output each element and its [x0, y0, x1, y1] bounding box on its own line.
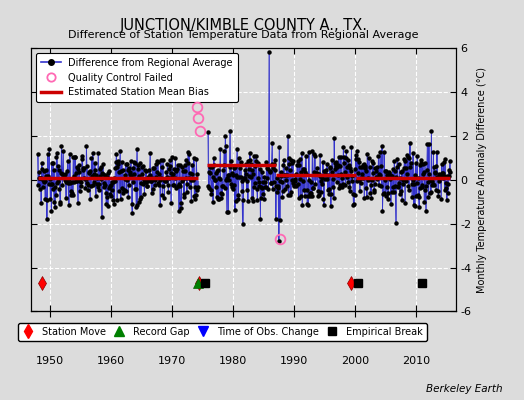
Legend: Station Move, Record Gap, Time of Obs. Change, Empirical Break: Station Move, Record Gap, Time of Obs. C…: [18, 323, 427, 341]
Text: 1950: 1950: [36, 356, 64, 366]
Text: 1990: 1990: [280, 356, 308, 366]
Text: 1960: 1960: [97, 356, 125, 366]
Text: JUNCTION/KIMBLE COUNTY A., TX.: JUNCTION/KIMBLE COUNTY A., TX.: [119, 18, 368, 33]
Text: Berkeley Earth: Berkeley Earth: [427, 384, 503, 394]
Text: 1970: 1970: [158, 356, 186, 366]
Text: 2010: 2010: [402, 356, 430, 366]
Text: 2000: 2000: [341, 356, 369, 366]
Text: Difference of Station Temperature Data from Regional Average: Difference of Station Temperature Data f…: [69, 30, 419, 40]
Y-axis label: Monthly Temperature Anomaly Difference (°C): Monthly Temperature Anomaly Difference (…: [477, 67, 487, 293]
Text: 1980: 1980: [219, 356, 247, 366]
Legend: Difference from Regional Average, Quality Control Failed, Estimated Station Mean: Difference from Regional Average, Qualit…: [36, 53, 238, 102]
